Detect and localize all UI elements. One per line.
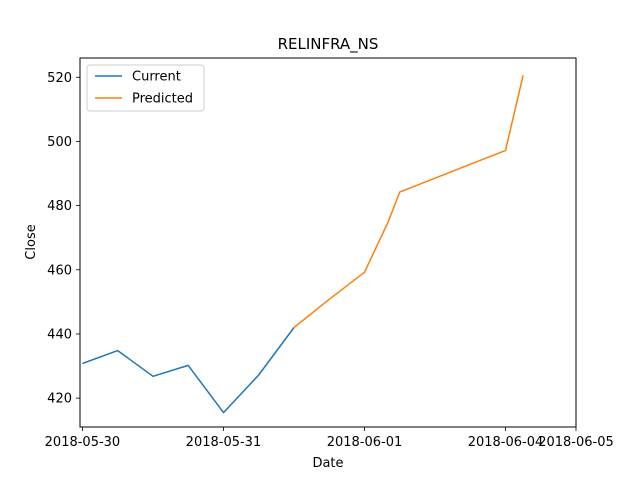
y-tick-label: 520 [47, 71, 72, 86]
chart-title: RELINFRA_NS [278, 35, 379, 54]
y-tick-label: 480 [47, 199, 72, 214]
y-tick-label: 460 [47, 263, 72, 278]
y-tick-label: 420 [47, 392, 72, 407]
y-axis: 420 440 460 480 500 520 [47, 71, 80, 407]
x-tick-label: 2018-05-31 [186, 435, 262, 450]
legend: Current Predicted [86, 64, 205, 112]
plot-frame [79, 57, 577, 428]
x-tick-label: 2018-06-04 [468, 435, 544, 450]
y-tick-label: 500 [47, 135, 72, 150]
y-axis-label: Close [24, 224, 39, 259]
x-tick-label: 2018-05-30 [45, 435, 121, 450]
legend-label-predicted: Predicted [132, 92, 193, 107]
series-layer [82, 75, 524, 414]
x-tick-label: 2018-06-01 [327, 435, 403, 450]
series-line-predicted [293, 75, 524, 329]
x-tick-label: 2018-06-05 [538, 435, 614, 450]
legend-label-current: Current [132, 70, 181, 85]
x-axis: 2018-05-30 2018-05-31 2018-06-01 2018-06-04… [45, 427, 614, 450]
x-axis-label: Date [312, 456, 343, 471]
y-tick-label: 440 [47, 327, 72, 342]
